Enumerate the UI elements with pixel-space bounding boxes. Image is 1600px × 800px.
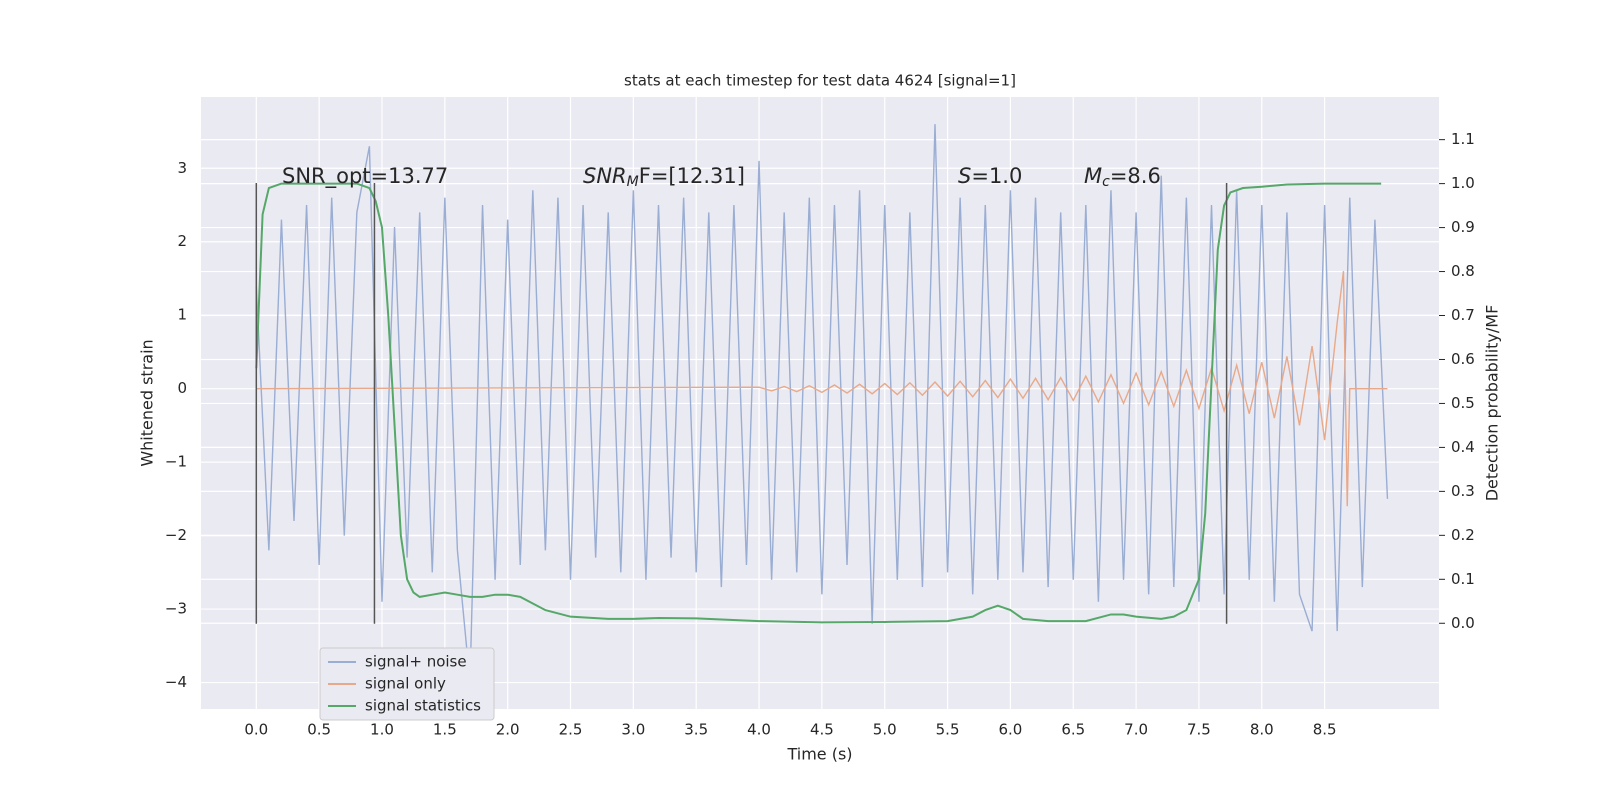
series-line [255,124,1389,683]
annotation: Mc=8.6 [1084,164,1161,190]
x-tick-label: 8.0 [1250,721,1274,739]
legend: signal+ noise signal only signal statistic… [319,647,495,721]
x-tick-label: 2.0 [496,721,520,739]
x-tick-label: 0.5 [307,721,331,739]
legend-label: signal statistics [365,697,481,715]
chart-title: stats at each timestep for test data 462… [624,72,1016,90]
y2-tick-label: 0.7 [1451,306,1475,324]
annotation-subscript: c [1102,174,1110,190]
y2-tick-label: 0.4 [1451,438,1475,456]
x-tick-label: 4.0 [747,721,771,739]
x-tick-label: 5.0 [873,721,897,739]
annotation-main: SNR_opt=13.77 [282,164,448,189]
x-tick-label: 4.5 [810,721,834,739]
annotation-tail: =8.6 [1110,164,1161,188]
annotation-main: SNR [583,164,627,188]
y2-tick-label: 0.2 [1451,526,1475,544]
y-tick-label: 1 [177,306,187,324]
annotation-subscript: M [627,174,639,190]
x-tick-label: 3.0 [621,721,645,739]
legend-label: signal only [365,675,446,693]
x-tick-label: 2.5 [559,721,583,739]
x-tick-label: 8.5 [1313,721,1337,739]
x-tick-label: 6.5 [1061,721,1085,739]
y-tick-label: −2 [165,526,187,544]
x-tick-label: 7.5 [1187,721,1211,739]
marks [255,124,1389,683]
x-tick-label: 7.0 [1124,721,1148,739]
y2-tick-label: 0.1 [1451,570,1475,588]
y-tick-label: 0 [177,379,187,397]
x-tick-label: 1.5 [433,721,457,739]
y-tick-label: −3 [165,600,187,618]
y-tick-label: 2 [177,232,187,250]
annotation-main: S [958,164,971,188]
y-axis-label: Whitened strain [138,339,157,466]
legend-box [319,647,495,721]
x-tick-label: 3.5 [684,721,708,739]
x-axis-label: Time (s) [786,745,852,764]
y-tick-label: −1 [165,453,187,471]
annotation-tail: =1.0 [971,164,1022,188]
series-line [255,182,1382,624]
y2-axis-label: Detection probability/MF [1483,305,1502,502]
y2-tick-label: 1.1 [1451,130,1475,148]
y2-tick-label: 0.3 [1451,482,1475,500]
annotation-main: M [1084,164,1102,188]
y2-tick-label: 1.0 [1451,174,1475,192]
y2-tick-label: 0.8 [1451,262,1475,280]
y2-tick-label: 0.6 [1451,350,1475,368]
x-tick-label: 1.0 [370,721,394,739]
annotation-tail: F=[12.31] [639,164,745,188]
y2-tick-label: 0.0 [1451,614,1475,632]
x-tick-label: 6.0 [998,721,1022,739]
series-line [256,271,1388,507]
y2-tick-label: 0.5 [1451,394,1475,412]
annotation: SNRMF=[12.31] [583,164,745,190]
y-tick-label: −4 [165,673,187,691]
legend-label: signal+ noise [365,653,467,671]
x-tick-label: 0.0 [244,721,268,739]
x-tick-label: 5.5 [936,721,960,739]
y-tick-label: 3 [177,159,187,177]
annotations: SNR_opt=13.77 SNRMF=[12.31] S=1.0 Mc=8.6 [282,164,1161,190]
annotation: SNR_opt=13.77 [282,164,448,189]
y2-tick-label: 0.9 [1451,218,1475,236]
annotation: S=1.0 [958,164,1022,188]
